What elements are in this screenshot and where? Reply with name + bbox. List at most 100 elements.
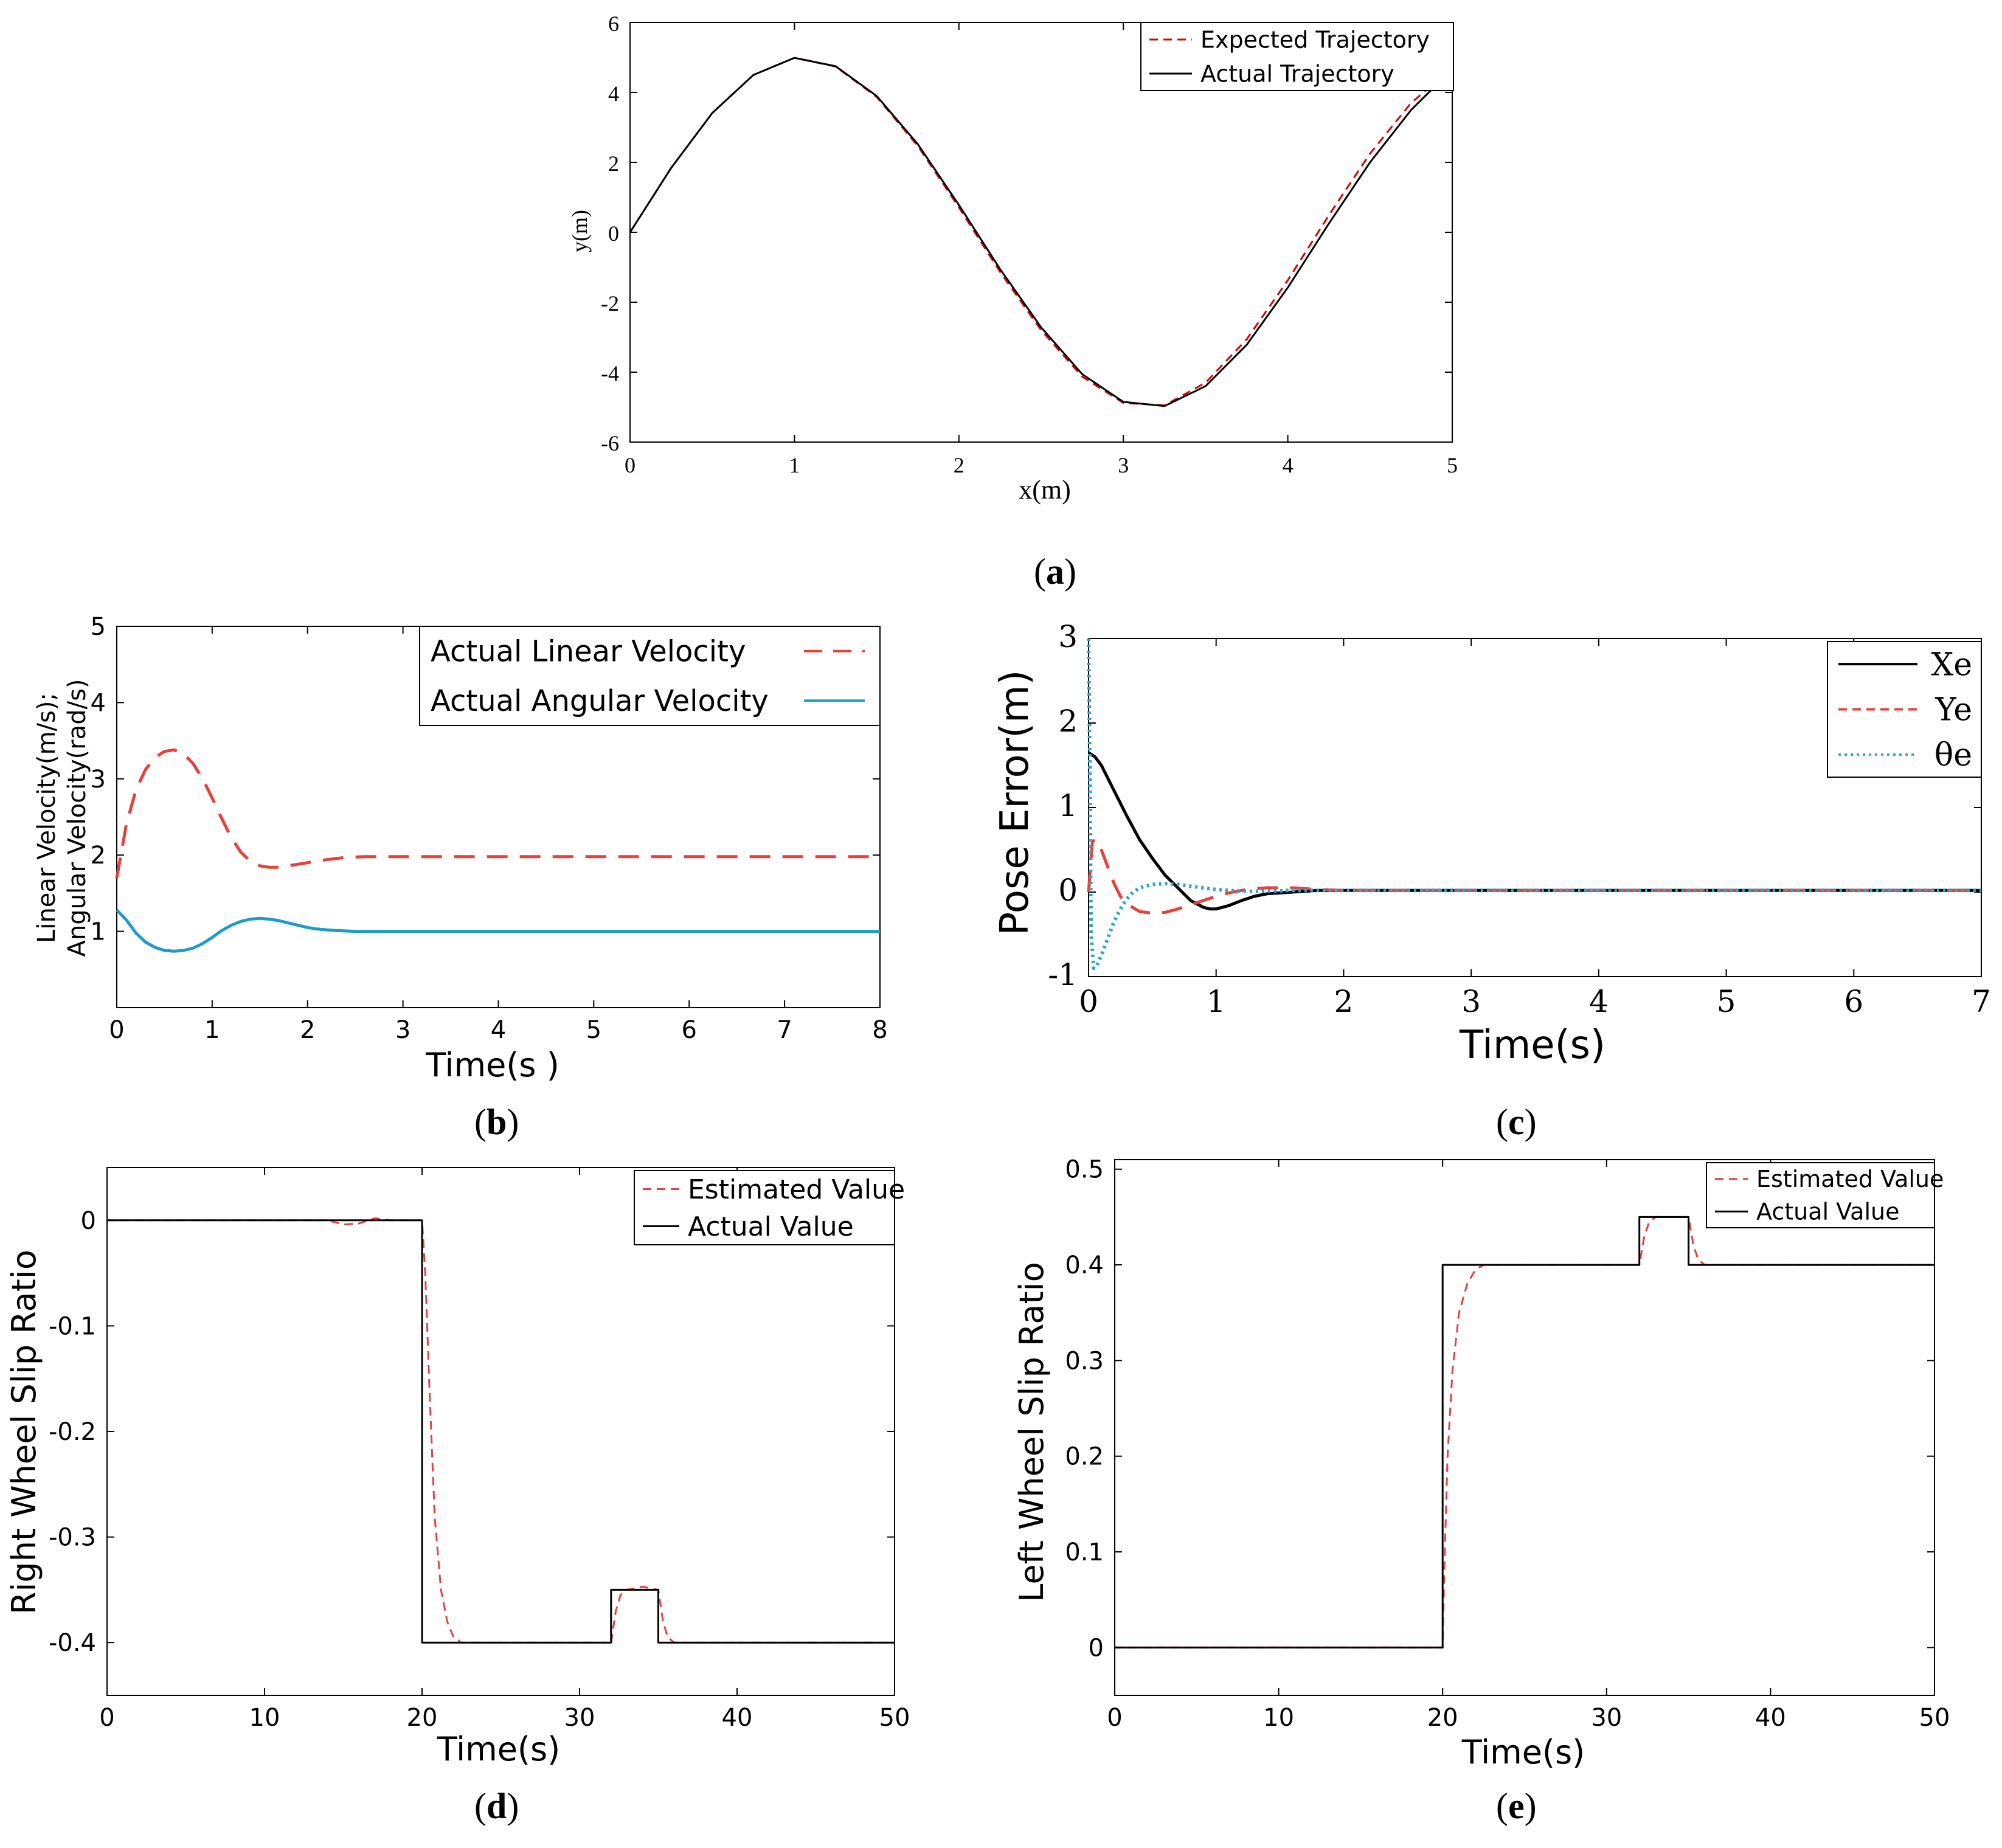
x-tick-label: 0 [99,1704,114,1732]
legend-label: Actual Value [1756,1199,1899,1225]
y-tick-label: 2 [608,151,619,176]
y-tick-label: 4 [608,81,619,106]
legend-box [634,1170,895,1245]
y-tick-label: 0 [608,221,619,246]
y-tick-label: 0.4 [1065,1251,1104,1279]
x-tick-label: 4 [491,1016,506,1044]
y-tick-label: 6 [608,12,619,36]
y-tick-label: -1 [1048,957,1078,992]
legend-label: Ye [1934,692,1972,728]
x-tick-label: 0 [1107,1704,1122,1732]
legend: Estimated Value Actual Value [634,1170,905,1245]
x-tick-label: 10 [249,1704,280,1732]
x-tick-label: 40 [722,1704,753,1732]
x-tick-label: 3 [1461,984,1481,1019]
y-tick-label: -0.2 [49,1418,96,1446]
panel-caption: (d) [474,1786,519,1826]
y-axis-label: Linear Velocity(m/s); [33,693,61,943]
y-axis-label: y(m) [567,210,592,252]
legend-label: Expected Trajectory [1200,26,1430,53]
x-tick-label: 7 [1972,984,1991,1019]
x-tick-label: 1 [204,1016,220,1044]
y-tick-label: 3 [91,766,106,794]
y-tick-label: 0 [1089,1634,1104,1662]
panel-caption: (c) [1496,1102,1537,1142]
x-tick-label: 6 [682,1016,697,1044]
x-tick-label: 6 [1844,984,1863,1019]
y-tick-label: -0.1 [49,1312,96,1340]
y-tick-label: 3 [1058,619,1078,654]
legend: Xe Ye θe [1827,641,1982,778]
legend-label: Xe [1931,646,1972,683]
series-line-estimated-value [107,1217,895,1644]
x-tick-label: 4 [1589,984,1609,1019]
legend-label: Estimated Value [1756,1166,1944,1192]
x-tick-label: 2 [954,453,965,477]
y-tick-label: 0.1 [1065,1538,1104,1566]
x-tick-label: 20 [1427,1704,1458,1732]
y-tick-label: -0.4 [49,1629,96,1657]
panel-caption: (b) [474,1102,519,1142]
x-tick-label: 20 [407,1704,438,1732]
legend-label: Actual Angular Velocity [431,684,769,718]
legend-box [1706,1162,1935,1228]
x-tick-label: 50 [879,1704,910,1732]
y-axis-label: Left Wheel Slip Ratio [1013,1262,1051,1602]
y-tick-label: -2 [601,291,619,316]
legend-label: θe [1934,737,1972,773]
legend-box [419,626,881,726]
x-tick-label: 2 [300,1016,315,1044]
y-tick-label: 4 [91,689,106,717]
x-tick-label: 8 [872,1016,887,1044]
y-tick-label: 0 [1058,873,1078,908]
x-axis-label: Time(s ) [425,1046,559,1084]
series-line-expected-trajectory [629,57,1436,407]
series-line-actual-trajectory [629,57,1437,407]
series-line-ye [1087,838,1981,915]
x-tick-label: 3 [395,1016,410,1044]
y-axis-label: Pose Error(m) [992,670,1037,936]
series-line-actual-angular-velocity [116,908,880,953]
series-line-estimated-value [1115,1216,1934,1649]
x-tick-label: 0 [625,453,636,477]
x-tick-label: 50 [1919,1704,1950,1732]
legend: Estimated Value Actual Value [1706,1162,1944,1228]
chart-e: 0 10 20 30 40 50 0 0.1 0.2 0.3 0.4 0.5 Time(s) Left W… [1013,1156,1950,1826]
x-axis-label: Time(s) [437,1730,560,1768]
y-tick-label: -4 [601,361,619,386]
y-tick-label: 2 [1058,704,1078,739]
x-axis-label: x(m) [1019,475,1071,505]
x-tick-label: 5 [1717,984,1736,1019]
series-line-actual-linear-velocity [115,748,880,879]
panel-caption: (a) [1034,552,1076,592]
x-tick-label: 1 [789,453,800,477]
y-tick-label: -0.3 [49,1524,96,1552]
series-line--e [1087,638,1981,971]
legend-label: Estimated Value [688,1174,905,1205]
x-tick-label: 0 [1079,984,1098,1019]
legend-label: Actual Trajectory [1200,60,1394,87]
y-tick-label: 0.3 [1065,1347,1104,1375]
legend: Expected Trajectory Actual Trajectory [1140,22,1454,91]
x-tick-label: 10 [1263,1704,1294,1732]
series-line-actual-value [107,1219,895,1644]
x-tick-label: 7 [777,1016,792,1044]
x-tick-label: 40 [1755,1704,1786,1732]
y-tick-label: 5 [91,613,106,641]
x-tick-label: 4 [1283,453,1294,477]
y-axis-label: Angular Velocity(rad/s) [63,679,91,957]
plot-frame [106,1167,895,1696]
y-tick-label: -6 [601,431,619,455]
chart-d: 0 10 20 30 40 50 0 -0.1 -0.2 -0.3 -0.4 Time(s) Right… [5,1167,910,1826]
x-tick-label: 5 [586,1016,601,1044]
series-line-actual-value [1115,1216,1934,1649]
y-tick-label: 0.2 [1065,1443,1104,1471]
y-tick-label: 1 [1058,788,1078,823]
y-axis-label: Right Wheel Slip Ratio [5,1250,43,1614]
x-tick-label: 30 [564,1704,595,1732]
x-axis-label: Time(s) [1459,1023,1605,1068]
chart-a: 0 1 2 3 4 5 -6 -4 -2 0 2 4 6 x(m) y(m) Expected Traject… [567,12,1458,592]
x-tick-label: 2 [1334,984,1354,1019]
